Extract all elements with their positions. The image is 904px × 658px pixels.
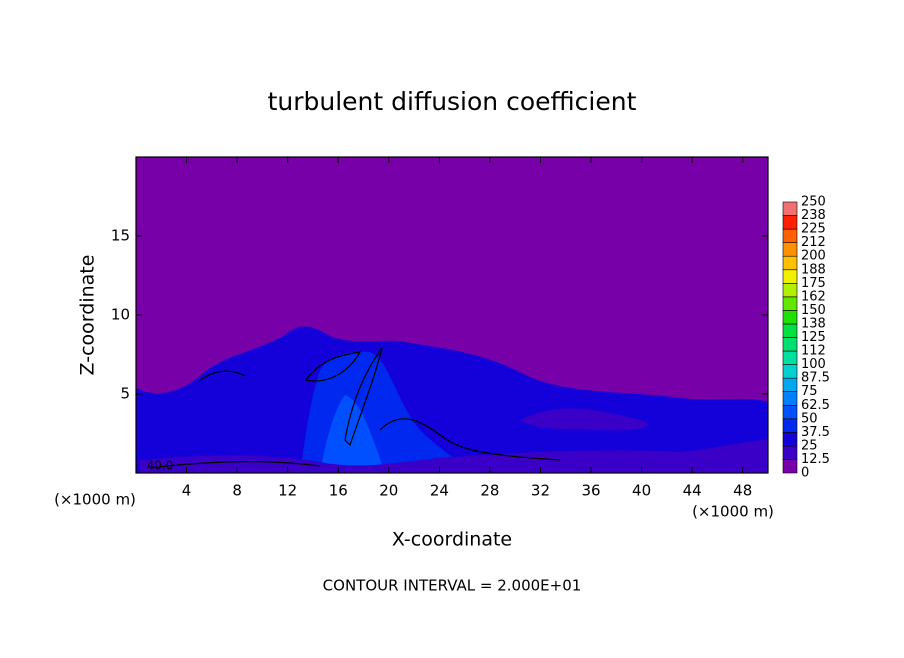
- x-tick-label: 40: [632, 482, 651, 500]
- x-tick-label: 4: [182, 482, 192, 500]
- colorbar-label: 200: [801, 249, 826, 264]
- x-axis-label: X-coordinate: [392, 529, 512, 551]
- x-unit-label: (×1000 m): [692, 503, 774, 521]
- x-tick-label: 12: [278, 482, 297, 500]
- colorbar-label: 112: [801, 344, 826, 359]
- field: 40.0: [136, 157, 768, 473]
- chart-title: turbulent diffusion coefficient: [268, 87, 637, 116]
- field-region: [520, 408, 648, 431]
- colorbar-label: 125: [801, 330, 826, 345]
- colorbar-label: 75: [801, 384, 818, 399]
- colorbar-label: 50: [801, 411, 818, 426]
- y-tick-label: 15: [111, 227, 130, 245]
- colorbar-band: [782, 350, 798, 365]
- contour-line: [149, 347, 561, 469]
- colorbar-band: [782, 242, 798, 257]
- colorbar-band: [782, 228, 798, 243]
- x-tick-label: 28: [480, 482, 499, 500]
- colorbar-band: [782, 269, 798, 284]
- x-unit-label: (×1000 m): [54, 491, 136, 509]
- colorbar-band: [782, 323, 798, 338]
- colorbar-label: 250: [801, 195, 826, 210]
- colorbar-label: 238: [801, 208, 826, 223]
- colorbar-band: [782, 418, 798, 433]
- y-tick-label: 5: [120, 385, 130, 403]
- colorbar-label: 100: [801, 357, 826, 372]
- x-tick-label: 48: [733, 482, 752, 500]
- contour-label: 40.0: [147, 459, 174, 473]
- colorbar-band: [782, 215, 798, 230]
- colorbar-label: 212: [801, 235, 826, 250]
- colorbar-label: 62.5: [801, 398, 830, 413]
- colorbar-band: [782, 296, 798, 311]
- field-region: [136, 326, 768, 473]
- x-tick-label: 24: [430, 482, 449, 500]
- y-tick-label: 10: [111, 306, 130, 324]
- x-tick-label: 44: [683, 482, 702, 500]
- colorbar-label: 0: [801, 466, 809, 481]
- x-tick-label: 32: [531, 482, 550, 500]
- y-axis-label: Z-coordinate: [77, 255, 99, 376]
- colorbar-label: 188: [801, 262, 826, 277]
- colorbar-band: [782, 391, 798, 406]
- colorbar-band: [782, 445, 798, 460]
- colorbar-label: 87.5: [801, 371, 830, 386]
- colorbar-label: 175: [801, 276, 826, 291]
- colorbar-band: [782, 310, 798, 325]
- colorbar-label: 25: [801, 438, 818, 453]
- colorbar-band: [782, 364, 798, 379]
- colorbar-label: 225: [801, 222, 826, 237]
- colorbar-band: [782, 282, 798, 298]
- colorbar-label: 12.5: [801, 452, 830, 467]
- colorbar-label: 150: [801, 303, 826, 318]
- colorbar-band: [782, 255, 798, 271]
- colorbar-band: [782, 337, 798, 352]
- x-tick-label: 20: [379, 482, 398, 500]
- colorbar-band: [782, 377, 798, 392]
- x-tick-label: 16: [329, 482, 348, 500]
- colorbar-label: 37.5: [801, 425, 830, 440]
- colorbar-band: [782, 432, 798, 447]
- x-tick-label: 36: [581, 482, 600, 500]
- x-tick-label: 8: [232, 482, 242, 500]
- colorbar-label: 162: [801, 289, 826, 304]
- field-region: [320, 395, 385, 473]
- colorbar-band: [782, 404, 798, 420]
- colorbar-band: [782, 201, 798, 216]
- field-region: [140, 440, 768, 473]
- colorbar-label: 138: [801, 316, 826, 331]
- footer: CONTOUR INTERVAL = 2.000E+01: [323, 577, 582, 595]
- colorbar-band: [782, 459, 798, 474]
